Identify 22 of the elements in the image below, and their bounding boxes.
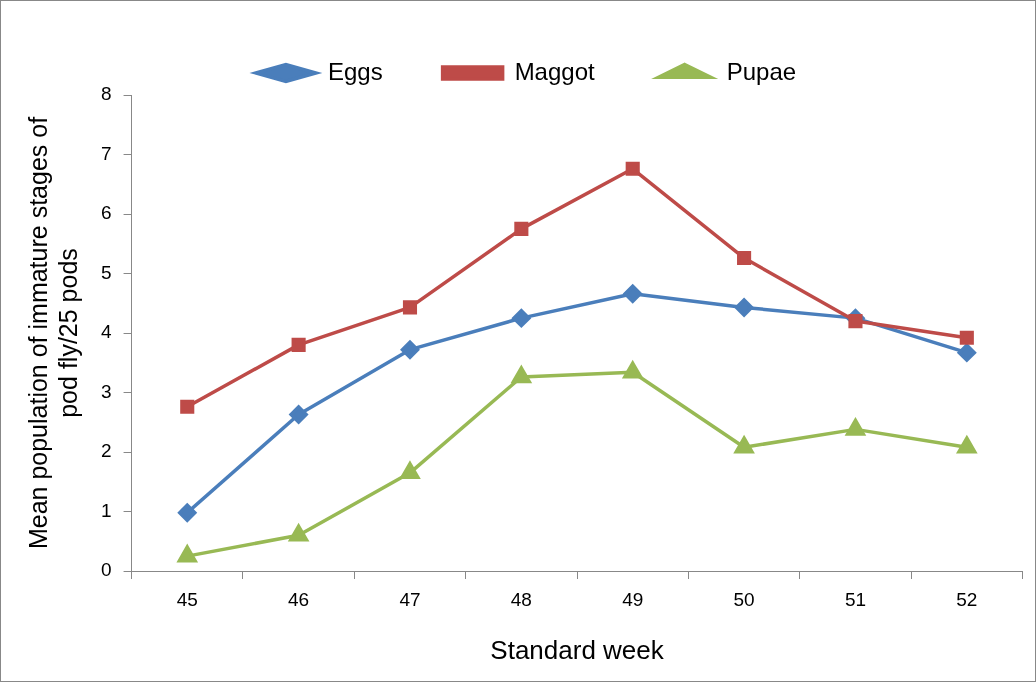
x-tick-label: 45: [176, 588, 198, 610]
x-tick-label: 47: [399, 588, 421, 610]
x-axis-title: Standard week: [490, 634, 665, 665]
y-tick-label: 6: [100, 202, 112, 224]
y-axis-title: Mean population of immature stages of pod fly/25 pods: [23, 116, 82, 550]
y-tick-label: 5: [100, 261, 112, 283]
legend-label: Eggs: [327, 57, 383, 85]
x-tick-label: 46: [288, 588, 310, 610]
x-tick-label: 48: [510, 588, 532, 610]
legend-label: Maggot: [514, 57, 596, 85]
y-tick-label: 2: [100, 440, 112, 462]
y-tick-label: 7: [100, 142, 112, 164]
y-tick-label: 3: [100, 380, 112, 402]
x-tick-label: 51: [844, 588, 867, 610]
x-tick-label: 52: [956, 588, 978, 610]
y-tick-label: 0: [100, 559, 112, 581]
y-tick-label: 8: [100, 83, 112, 105]
x-tick-label: 50: [733, 588, 755, 610]
y-tick-label: 1: [100, 499, 112, 521]
legend-label: Pupae: [726, 57, 797, 85]
y-tick-label: 4: [100, 321, 112, 343]
x-tick-label: 49: [622, 588, 644, 610]
